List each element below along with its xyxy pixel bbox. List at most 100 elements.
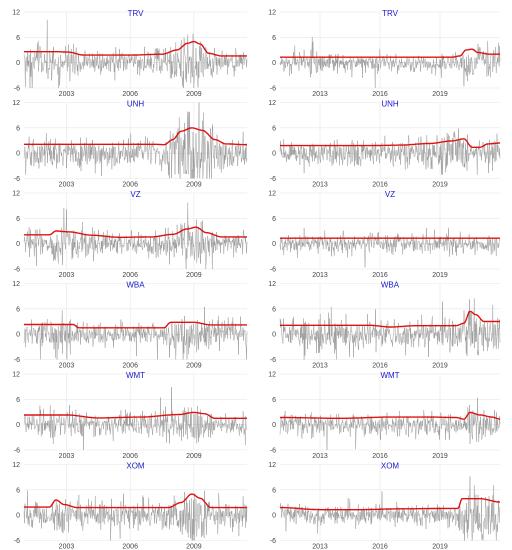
y-tick-label: 6: [272, 487, 276, 494]
volatility-line: [24, 321, 247, 329]
x-tick-label: 2009: [186, 91, 202, 98]
panel-unh-early: 12 6 0 -6 UNH 2003 2006 2009: [12, 100, 248, 189]
panel-wmt-early: 12 6 0 -6 WMT 2003 2006 2009: [12, 371, 248, 460]
volatility-line: [280, 498, 500, 511]
x-tick-label: 2009: [186, 182, 202, 189]
y-tick-label: 12: [268, 191, 276, 198]
x-tick-label: 2019: [432, 182, 448, 189]
panel-title: XOM: [126, 462, 145, 471]
y-tick-label: 6: [272, 216, 276, 223]
y-tick-label: -6: [270, 176, 276, 183]
x-tick-label: 2013: [312, 363, 328, 370]
x-tick-label: 2019: [432, 453, 448, 460]
x-tick-label: 2016: [372, 363, 388, 370]
return-series: [23, 306, 248, 360]
panel-xom-early: 12 6 0 -6 XOM 2003 2006 2009: [12, 462, 248, 550]
y-tick-label: -6: [270, 86, 276, 93]
x-tick-label: 2009: [186, 453, 202, 460]
x-tick-label: 2003: [59, 544, 75, 550]
x-tick-label: 2019: [432, 363, 448, 370]
panel-title: TRV: [382, 9, 399, 18]
y-tick-label: 6: [16, 487, 20, 494]
y-tick-label: 6: [272, 125, 276, 132]
x-tick-label: 2013: [312, 453, 328, 460]
x-tick-label: 2003: [59, 91, 75, 98]
panel-title: VZ: [130, 190, 140, 199]
x-tick-label: 2016: [372, 272, 388, 279]
panel-wba-early: 12 6 0 -6 WBA 2003 2006 2009: [12, 281, 248, 370]
x-tick-label: 2006: [122, 544, 138, 550]
y-tick-label: 0: [272, 60, 276, 67]
y-tick-label: -6: [14, 357, 20, 364]
return-series: [23, 19, 248, 89]
y-tick-label: 12: [12, 281, 20, 288]
x-tick-label: 2006: [122, 363, 138, 370]
x-tick-label: 2013: [312, 272, 328, 279]
y-tick-label: 12: [12, 10, 20, 17]
x-tick-label: 2006: [122, 272, 138, 279]
panel-title: UNH: [381, 100, 399, 109]
volatility-line: [280, 48, 500, 58]
y-tick-label: 0: [272, 422, 276, 429]
y-tick-label: 12: [12, 100, 20, 107]
y-tick-label: -6: [270, 448, 276, 455]
y-tick-label: 12: [268, 462, 276, 469]
x-tick-label: 2003: [59, 272, 75, 279]
y-tick-label: 0: [16, 60, 20, 67]
y-tick-label: -6: [14, 86, 20, 93]
y-tick-label: 0: [16, 332, 20, 339]
y-tick-label: -6: [14, 176, 20, 183]
volatility-line: [24, 411, 247, 419]
volatility-line: [24, 127, 247, 146]
y-tick-label: -6: [14, 448, 20, 455]
y-tick-label: 6: [16, 216, 20, 223]
y-tick-label: 12: [12, 462, 20, 469]
panel-trv-late: 12 6 0 -6 TRV 2013 2016 2019: [268, 9, 501, 98]
panel-title: TRV: [128, 9, 145, 18]
panel-title: WBA: [381, 281, 400, 290]
y-tick-label: 6: [272, 397, 276, 404]
return-series: [23, 387, 248, 451]
y-tick-label: 0: [16, 241, 20, 248]
y-tick-label: -6: [14, 267, 20, 274]
y-tick-label: 0: [16, 513, 20, 520]
y-tick-label: 12: [12, 372, 20, 379]
return-series: [279, 397, 501, 451]
y-tick-label: 6: [16, 306, 20, 313]
x-tick-label: 2013: [312, 182, 328, 189]
x-tick-label: 2016: [372, 91, 388, 98]
y-tick-label: 12: [268, 10, 276, 17]
x-tick-label: 2006: [122, 453, 138, 460]
volatility-line: [280, 138, 500, 148]
y-tick-label: -6: [270, 267, 276, 274]
panel-title: UNH: [127, 100, 145, 109]
panel-title: WMT: [126, 371, 145, 380]
volatility-line: [280, 310, 500, 328]
y-tick-label: 0: [272, 513, 276, 520]
panel-title: WMT: [380, 371, 399, 380]
y-tick-label: 12: [268, 281, 276, 288]
return-series: [23, 102, 248, 179]
panel-vz-late: 12 6 0 -6 VZ 2013 2016 2019: [268, 190, 501, 279]
x-tick-label: 2019: [432, 544, 448, 550]
y-tick-label: 6: [272, 306, 276, 313]
panel-vz-early: 12 6 0 -6 VZ 2003 2006 2009: [12, 190, 248, 279]
y-tick-label: 0: [16, 422, 20, 429]
y-tick-label: 0: [272, 332, 276, 339]
return-series: [279, 476, 501, 541]
x-tick-label: 2003: [59, 453, 75, 460]
panel-wba-late: 12 6 0 -6 WBA 2013 2016 2019: [268, 281, 501, 370]
y-tick-label: 12: [12, 191, 20, 198]
x-tick-label: 2013: [312, 91, 328, 98]
y-tick-label: -6: [14, 538, 20, 545]
panel-unh-late: 12 6 0 -6 UNH 2013 2016 2019: [268, 100, 501, 189]
y-tick-label: 6: [272, 35, 276, 42]
return-series: [279, 36, 501, 89]
panel-trv-early: 12 6 0 -6 TRV 2003 2006 2009: [12, 9, 248, 98]
x-tick-label: 2019: [432, 272, 448, 279]
volatility-line: [24, 226, 247, 238]
y-tick-label: 6: [16, 397, 20, 404]
y-tick-label: 12: [268, 100, 276, 107]
panel-title: VZ: [385, 190, 395, 199]
